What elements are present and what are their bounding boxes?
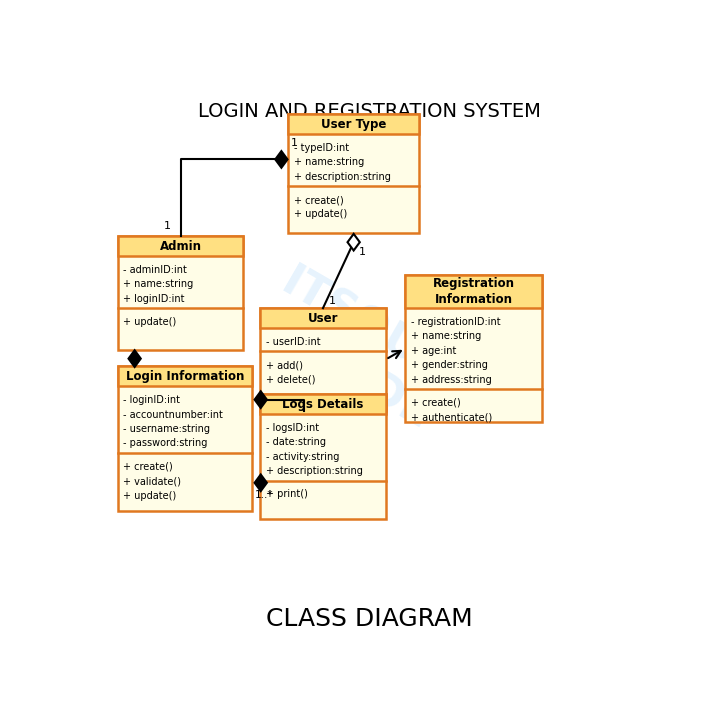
Text: + name:string: + name:string (124, 279, 194, 289)
Text: User Type: User Type (321, 117, 387, 130)
Bar (118, 236, 243, 350)
Text: - username:string: - username:string (124, 424, 210, 434)
Polygon shape (348, 234, 360, 251)
Text: - loginID:int: - loginID:int (124, 395, 181, 405)
Text: 1: 1 (291, 138, 298, 148)
Text: - adminID:int: - adminID:int (124, 265, 187, 275)
Bar (288, 114, 419, 134)
Bar (260, 308, 386, 328)
Polygon shape (275, 151, 287, 168)
Bar (118, 366, 252, 387)
Text: - password:string: - password:string (124, 438, 208, 449)
Text: - accountnumber:int: - accountnumber:int (124, 410, 223, 420)
Bar (260, 394, 386, 519)
Text: Login Information: Login Information (126, 370, 244, 383)
Text: + authenticate(): + authenticate() (411, 413, 492, 423)
Text: + description:string: + description:string (266, 466, 363, 476)
Text: + create(): + create() (294, 195, 343, 205)
Text: - date:string: - date:string (266, 437, 325, 447)
Text: + create(): + create() (411, 398, 461, 408)
Bar (405, 275, 542, 422)
Text: Admin: Admin (160, 240, 202, 253)
Bar (260, 394, 386, 414)
Bar (288, 114, 419, 233)
Bar (405, 275, 542, 308)
Bar (260, 308, 386, 410)
Text: + validate(): + validate() (124, 476, 181, 486)
Text: + update(): + update() (124, 490, 176, 500)
Polygon shape (128, 351, 141, 367)
Text: + create(): + create() (124, 462, 174, 472)
Text: - activity:string: - activity:string (266, 451, 339, 462)
Bar (118, 236, 243, 256)
Polygon shape (255, 474, 267, 491)
Text: + add(): + add() (266, 360, 303, 370)
Text: + update(): + update() (124, 317, 176, 327)
Text: Registration
Information: Registration Information (433, 277, 515, 306)
Text: - registrationID:int: - registrationID:int (411, 317, 500, 327)
Bar (118, 366, 252, 510)
Text: 1: 1 (164, 222, 171, 231)
Text: - userID:int: - userID:int (266, 337, 320, 347)
Text: 1..*: 1..* (255, 490, 273, 500)
Text: - logsID:int: - logsID:int (266, 423, 319, 433)
Text: CLASS DIAGRAM: CLASS DIAGRAM (266, 607, 472, 631)
Text: + print(): + print() (266, 490, 307, 500)
Text: LOGIN AND REGISTRATION SYSTEM: LOGIN AND REGISTRATION SYSTEM (197, 102, 541, 121)
Text: + update(): + update() (294, 210, 347, 220)
Text: User: User (307, 312, 338, 325)
Text: - typeID:int: - typeID:int (294, 143, 348, 153)
Text: + description:string: + description:string (294, 172, 390, 181)
Text: 1: 1 (328, 296, 336, 306)
Text: 1: 1 (359, 248, 366, 258)
Text: Logs Details: Logs Details (282, 397, 364, 410)
Polygon shape (255, 391, 267, 408)
Text: + name:string: + name:string (294, 158, 364, 167)
Text: + loginID:int: + loginID:int (124, 294, 185, 304)
Text: + age:int: + age:int (411, 346, 456, 356)
Text: + delete(): + delete() (266, 374, 315, 384)
Text: + name:string: + name:string (411, 331, 481, 341)
Text: + gender:string: + gender:string (411, 360, 487, 370)
Text: ITSOURCE
CODE: ITSOURCE CODE (248, 261, 512, 467)
Text: + address:string: + address:string (411, 374, 492, 384)
